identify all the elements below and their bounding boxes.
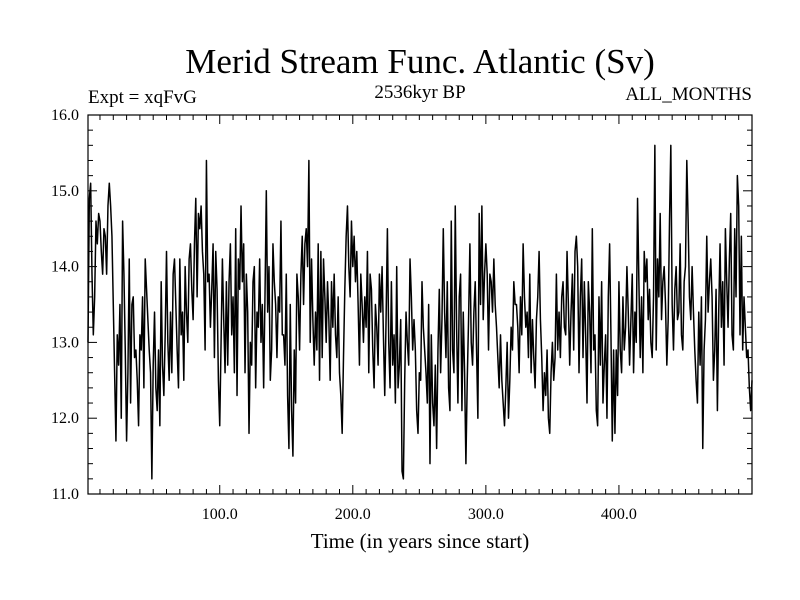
x-tick-label: 300.0 bbox=[468, 506, 504, 523]
x-tick-label: 400.0 bbox=[601, 506, 637, 523]
y-tick-label: 11.0 bbox=[52, 486, 79, 503]
y-tick-label: 15.0 bbox=[51, 183, 79, 200]
y-tick-label: 14.0 bbox=[51, 259, 79, 276]
months-label: ALL_MONTHS bbox=[625, 84, 752, 105]
x-tick-label: 200.0 bbox=[335, 506, 371, 523]
y-tick-label: 12.0 bbox=[51, 410, 79, 427]
x-axis-label: Time (in years since start) bbox=[311, 529, 530, 553]
chart-title: Merid Stream Func. Atlantic (Sv) bbox=[185, 42, 655, 81]
plot-frame bbox=[87, 114, 753, 495]
y-tick-label: 13.0 bbox=[51, 334, 79, 351]
x-tick-label: 100.0 bbox=[202, 506, 238, 523]
experiment-label: Expt = xqFvG bbox=[88, 87, 197, 108]
epoch-label: 2536kyr BP bbox=[374, 82, 465, 103]
y-tick-label: 16.0 bbox=[51, 107, 79, 124]
series-line-0 bbox=[87, 144, 753, 480]
plot-area: 100.0 200.0 300.0 400.0 11.0 12.0 13.0 14.0 15.0… bbox=[51, 107, 753, 523]
